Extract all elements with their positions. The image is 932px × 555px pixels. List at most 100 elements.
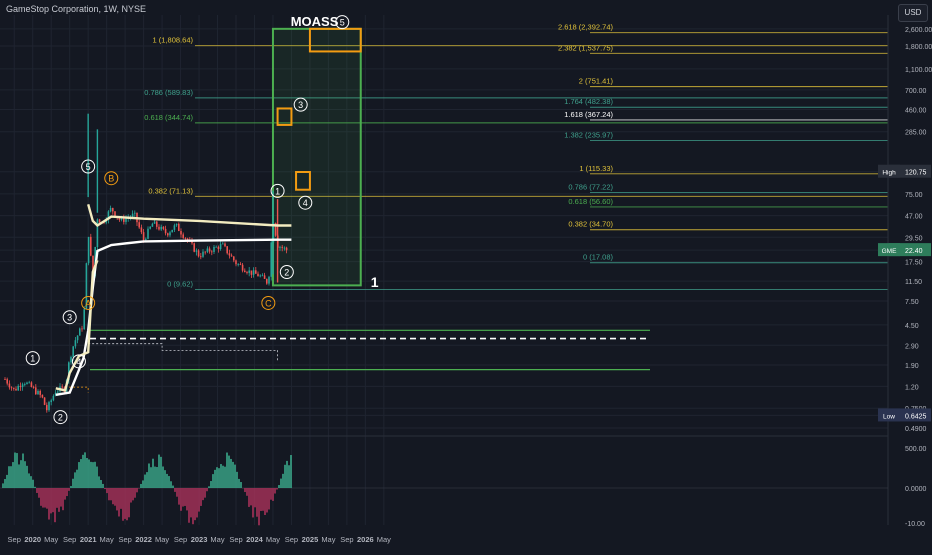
oscillator-bar	[16, 453, 18, 488]
price-tick-label: 1.90	[905, 363, 919, 370]
oscillator-bar	[20, 460, 22, 488]
time-tick-label: Sep	[229, 535, 242, 544]
price-tick-label: 4.50	[905, 323, 919, 330]
candle-body	[204, 252, 206, 253]
candle-body	[266, 279, 268, 284]
oscillator-bar	[126, 488, 128, 520]
oscillator-bar	[218, 468, 220, 488]
oscillator-bar	[136, 488, 138, 492]
oscillator-bar	[134, 488, 136, 498]
candle-body	[75, 340, 77, 346]
oscillator-bar	[278, 485, 280, 488]
wave-label: 1	[275, 186, 280, 196]
candle-body	[251, 270, 253, 274]
candle-body	[13, 388, 15, 389]
symbol-title[interactable]: GameStop Corporation, 1W, NYSE	[6, 4, 146, 14]
candle-body	[215, 247, 217, 248]
oscillator-bar	[176, 488, 178, 497]
oscillator-bar	[48, 488, 50, 520]
wave-label: 5	[86, 162, 91, 172]
oscillator-bar	[128, 488, 130, 517]
oscillator-bar	[264, 488, 266, 515]
oscillator-bar	[84, 452, 86, 488]
candle-body	[165, 229, 167, 233]
oscillator-bar	[288, 465, 290, 488]
time-tick-label: 2023	[191, 535, 208, 544]
wave-label: 2	[284, 267, 289, 277]
oscillator-bar	[232, 462, 234, 488]
candle-body	[222, 244, 224, 245]
oscillator-bar	[90, 462, 92, 488]
time-tick-label: May	[377, 535, 391, 544]
drawn-boxes[interactable]	[273, 29, 361, 286]
oscillator-bar	[24, 461, 26, 488]
oscillator-bar	[70, 486, 72, 488]
oscillator-bar	[194, 488, 196, 520]
oscillator-bar	[116, 488, 118, 510]
candle-body	[253, 270, 255, 275]
oscillator-bar	[42, 488, 44, 508]
fib-level-label: 0.382 (34.70)	[568, 220, 613, 229]
candle-body	[42, 395, 44, 398]
price-tick-label: 1.20	[905, 384, 919, 391]
price-tick-label: 22.40	[905, 248, 923, 255]
oscillator-bar	[200, 488, 202, 506]
candle-body	[154, 222, 156, 224]
oscillator-bar	[14, 453, 16, 488]
currency-button[interactable]: USD	[898, 4, 928, 22]
time-tick-label: May	[266, 535, 280, 544]
candle-body	[185, 238, 187, 239]
time-tick-label: Sep	[285, 535, 298, 544]
oscillator-bar	[80, 459, 82, 488]
oscillator-bar	[250, 488, 252, 505]
price-tick-label: 120.75	[905, 170, 927, 177]
candle-body	[28, 382, 30, 383]
oscillator-bar	[274, 488, 276, 494]
candle-body	[182, 234, 184, 237]
oscillator-bar	[12, 462, 14, 488]
candle-body	[202, 252, 204, 257]
wave-label: 1	[30, 354, 35, 364]
oscillator-bar	[270, 488, 272, 500]
fib-level-label: 0.618 (56.60)	[568, 197, 613, 206]
oscillator-bar	[160, 457, 162, 488]
candle-body	[231, 255, 233, 256]
oscillator-bar	[54, 488, 56, 522]
fib-level-label: 2.618 (2,392.74)	[558, 23, 614, 32]
oscillator-bar	[266, 488, 268, 512]
oscillator-bar	[86, 458, 88, 488]
candle-body	[147, 229, 149, 239]
candle-body	[160, 227, 162, 230]
price-tag-name: GME	[882, 248, 897, 255]
candle-body	[81, 328, 83, 329]
candle-body	[268, 277, 270, 284]
candle-body	[24, 384, 26, 385]
oscillator-bar	[120, 488, 122, 509]
candle-body	[281, 247, 283, 248]
time-tick-label: Sep	[8, 535, 21, 544]
candle-body	[244, 271, 246, 272]
oscillator-bar	[256, 488, 258, 517]
oscillator-bar	[170, 481, 172, 488]
oscillator-bar	[282, 474, 284, 488]
candle-body	[255, 270, 257, 273]
oscillator-bar	[82, 455, 84, 488]
time-tick-label: 2026	[357, 535, 374, 544]
time-tick-label: May	[321, 535, 335, 544]
oscillator-bar	[214, 470, 216, 488]
candle-body	[134, 213, 136, 214]
candle-body	[26, 383, 28, 384]
oscillator-bar	[130, 488, 132, 503]
candle-body	[11, 387, 13, 388]
oscillator-bar	[164, 470, 166, 488]
price-tick-label: 0.6425	[905, 413, 927, 420]
candle-body	[178, 224, 180, 231]
oscillator-bar	[158, 455, 160, 488]
oscillator-bar	[106, 488, 108, 493]
candle-body	[213, 247, 215, 252]
candle-body	[77, 336, 79, 341]
